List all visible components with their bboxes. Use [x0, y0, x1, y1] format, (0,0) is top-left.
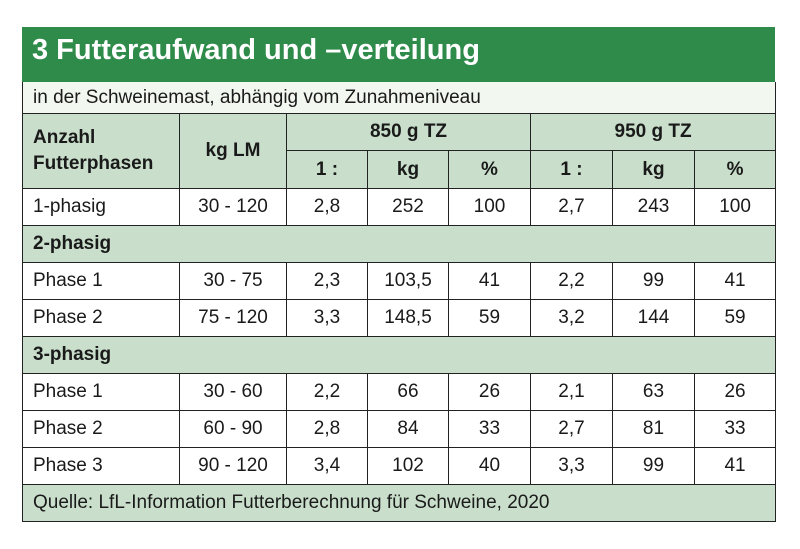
table-cell: 252 [367, 188, 449, 226]
table-cell: 100 [693, 188, 777, 226]
table-title: 3 Futteraufwand und –verteilung [22, 27, 775, 82]
header-anzahl: Anzahl Futterphasen [22, 113, 180, 189]
table-cell: 59 [693, 299, 777, 337]
table-cell: 66 [367, 373, 449, 411]
header-ratio-850: 1 : [286, 150, 368, 189]
table-row: Phase 2 60 - 90 2,8 84 33 2,7 81 33 [22, 410, 777, 448]
table-cell: 3,3 [530, 447, 613, 485]
table-cell: 99 [612, 447, 695, 485]
table-cell: 2,7 [530, 410, 613, 448]
table-cell: 41 [693, 447, 777, 485]
table-cell: 2,3 [286, 262, 368, 300]
table-cell: 2,8 [286, 410, 368, 448]
table-cell: 2,2 [530, 262, 613, 300]
source-row: Quelle: LfL-Information Futterberechnung… [21, 484, 777, 522]
source-note: Quelle: LfL-Information Futterberechnung… [21, 484, 777, 522]
subtitle-row: in der Schweinemast, abhängig vom Zunahm… [21, 82, 777, 114]
table-cell: 41 [448, 262, 531, 300]
table-row: Phase 2 75 - 120 3,3 148,5 59 3,2 144 59 [22, 299, 777, 337]
header-row-2: 1 : kg % 1 : kg % [23, 150, 777, 189]
table-cell: Phase 2 [22, 299, 180, 337]
table-row: 1-phasig 30 - 120 2,8 252 100 2,7 243 10… [22, 188, 777, 226]
table-cell: Phase 1 [22, 373, 180, 411]
table-cell: 102 [367, 447, 449, 485]
table-cell: 2,7 [530, 188, 613, 226]
table-cell: 30 - 120 [179, 188, 287, 226]
table-cell: 2,1 [530, 373, 613, 411]
table-cell: 90 - 120 [179, 447, 287, 485]
header-pct-850: % [448, 150, 531, 189]
header-row-1: Anzahl Futterphasen kg LM 850 g TZ 950 g… [22, 113, 777, 189]
table-cell: 2,2 [286, 373, 368, 411]
header-kg-lm: kg LM [179, 113, 287, 189]
table-cell: 26 [693, 373, 777, 411]
table-cell: 63 [612, 373, 695, 411]
header-950: 950 g TZ [529, 113, 777, 151]
table-row: Phase 1 30 - 75 2,3 103,5 41 2,2 99 41 [22, 262, 777, 300]
header-kg-850: kg [367, 150, 449, 189]
table-cell: 3,4 [286, 447, 368, 485]
table-row: Phase 1 30 - 60 2,2 66 26 2,1 63 26 [22, 373, 777, 411]
header-pct-950: % [693, 150, 777, 189]
table-cell: 41 [693, 262, 777, 300]
table-cell: Phase 1 [22, 262, 180, 300]
table-cell: 103,5 [367, 262, 449, 300]
table-cell: 75 - 120 [179, 299, 287, 337]
table-cell: 33 [448, 410, 531, 448]
group-row-3-phasig: 3-phasig [21, 336, 777, 374]
table-cell: 3,2 [530, 299, 613, 337]
table-cell: 59 [448, 299, 531, 337]
table-cell: 81 [612, 410, 695, 448]
group-label: 3-phasig [21, 336, 777, 374]
table-cell: 26 [448, 373, 531, 411]
header-850: 850 g TZ [286, 113, 531, 151]
table-cell: 1-phasig [22, 188, 180, 226]
table-cell: 148,5 [367, 299, 449, 337]
table-row: Phase 3 90 - 120 3,4 102 40 3,3 99 41 [22, 447, 777, 485]
header-ratio-950: 1 : [530, 150, 613, 189]
table-cell: 30 - 60 [179, 373, 287, 411]
group-label: 2-phasig [21, 225, 777, 263]
table-cell: 2,8 [286, 188, 368, 226]
table-cell: 84 [367, 410, 449, 448]
table-cell: Phase 2 [22, 410, 180, 448]
table-cell: 99 [612, 262, 695, 300]
table-cell: 60 - 90 [179, 410, 287, 448]
table-cell: 3,3 [286, 299, 368, 337]
table-subtitle: in der Schweinemast, abhängig vom Zunahm… [21, 82, 777, 114]
table-cell: 40 [448, 447, 531, 485]
table-cell: 243 [612, 188, 695, 226]
table-card: 3 Futteraufwand und –verteilung in der S… [21, 27, 777, 522]
group-row-2-phasig: 2-phasig [21, 225, 777, 263]
feed-table: in der Schweinemast, abhängig vom Zunahm… [21, 82, 777, 522]
header-kg-950: kg [612, 150, 695, 189]
table-cell: Phase 3 [22, 447, 180, 485]
table-cell: 33 [693, 410, 777, 448]
table-cell: 30 - 75 [179, 262, 287, 300]
table-cell: 144 [612, 299, 695, 337]
table-cell: 100 [448, 188, 531, 226]
